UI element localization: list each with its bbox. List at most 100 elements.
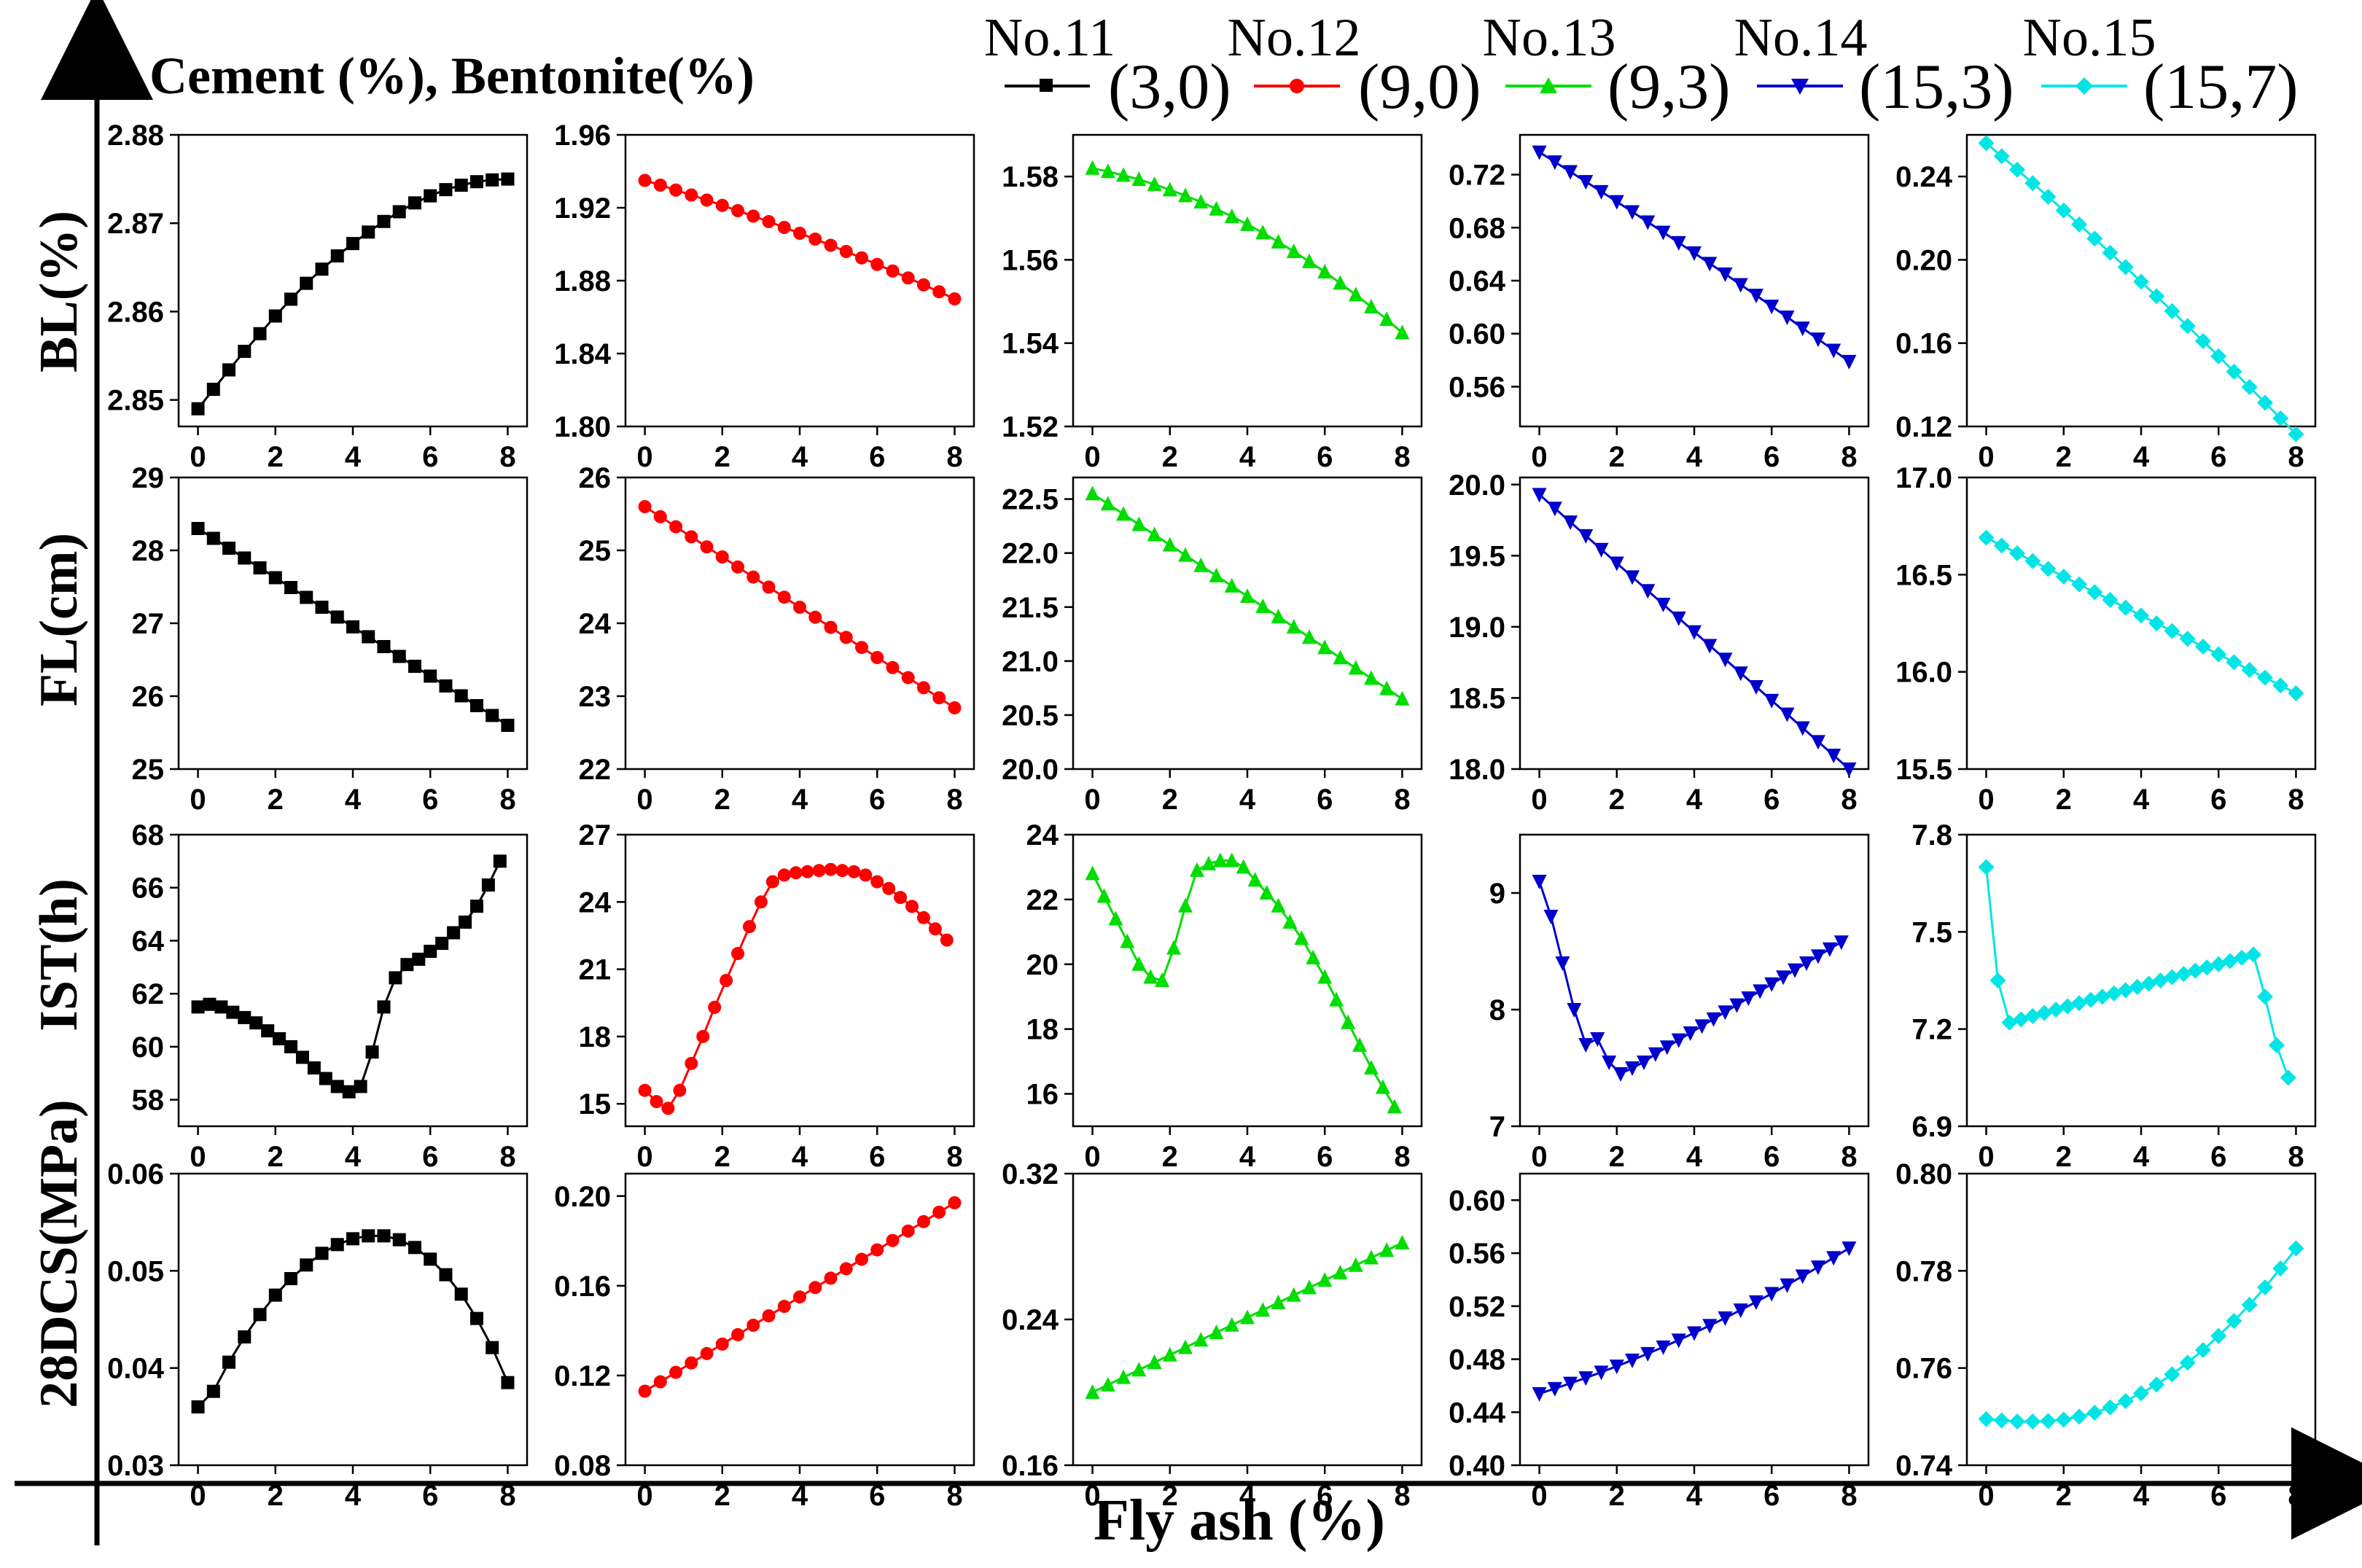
data-point-marker <box>2226 1313 2242 1329</box>
legend-triangle-up-marker-icon <box>1540 77 1557 93</box>
data-point-marker <box>894 891 908 905</box>
data-point-marker <box>2071 1408 2088 1425</box>
data-point-marker <box>669 183 683 197</box>
y-tick-label: 0.04 <box>107 1353 165 1385</box>
y-tick-label: 0.24 <box>1002 1304 1059 1336</box>
data-point-marker <box>2117 982 2134 999</box>
data-point-marker <box>720 974 733 987</box>
x-tick-label: 6 <box>422 441 438 473</box>
data-point-marker <box>408 1241 421 1255</box>
data-point-marker <box>1100 496 1115 511</box>
y-tick-label: 18 <box>1026 1014 1059 1046</box>
data-point-marker <box>1395 690 1410 706</box>
y-tick-label: 9 <box>1489 878 1505 910</box>
y-tick-label: 27 <box>579 819 612 851</box>
data-point-marker <box>330 1080 344 1093</box>
y-tick-label: 1.80 <box>554 411 611 443</box>
data-point-marker <box>932 691 946 705</box>
data-point-marker <box>191 402 205 416</box>
x-tick-label: 0 <box>1978 1480 1994 1512</box>
data-point-marker <box>439 1268 453 1282</box>
x-tick-label: 2 <box>1609 1480 1625 1512</box>
data-point-marker <box>1108 910 1123 926</box>
data-point-marker <box>284 1272 298 1285</box>
data-point-marker <box>2194 1342 2211 1358</box>
data-point-marker <box>362 630 375 644</box>
data-point-marker <box>253 1308 267 1322</box>
data-point-marker <box>1166 940 1182 955</box>
data-point-marker <box>238 551 252 565</box>
data-point-marker <box>203 997 217 1011</box>
data-point-marker <box>2059 998 2076 1015</box>
data-point-marker <box>700 193 714 207</box>
data-point-marker <box>2148 1376 2165 1393</box>
x-tick-label: 8 <box>946 441 962 473</box>
y-tick-label: 0.80 <box>1895 1158 1952 1190</box>
data-point-marker <box>2024 1007 2041 1024</box>
data-point-marker <box>346 620 359 633</box>
x-tick-label: 4 <box>2133 1480 2150 1512</box>
data-point-marker <box>1375 1079 1390 1094</box>
data-point-marker <box>1993 537 2010 554</box>
x-tick-label: 8 <box>1394 1480 1410 1512</box>
data-point-marker <box>1841 762 1857 777</box>
legend-params: (3,0) <box>1108 52 1231 122</box>
x-tick-label: 0 <box>636 1480 652 1512</box>
data-point-marker <box>1178 187 1193 203</box>
row-label-28dcs: 28DCS(MPa) <box>29 1099 89 1408</box>
x-tick-label: 4 <box>792 1480 808 1512</box>
y-tick-label: 7.8 <box>1911 819 1952 851</box>
data-point-marker <box>638 173 652 187</box>
x-tick-label: 2 <box>268 1141 284 1173</box>
data-point-marker <box>1594 1365 1609 1381</box>
data-point-marker <box>653 1375 667 1389</box>
data-point-marker <box>1822 942 1837 957</box>
data-point-marker <box>238 1330 252 1343</box>
subplot-2-4: 0 2 4 6 8 6.9 7.2 7.5 7.8 <box>1911 819 2317 1173</box>
data-point-marker <box>1748 1295 1763 1310</box>
y-tick-label: 2.87 <box>107 208 164 240</box>
data-point-marker <box>2094 988 2110 1005</box>
data-point-marker <box>661 1101 675 1115</box>
data-point-marker <box>685 530 698 544</box>
x-tick-label: 6 <box>1763 784 1780 816</box>
data-point-marker <box>901 271 915 285</box>
y-tick-label: 21.5 <box>1002 592 1059 624</box>
y-tick-label: 20.0 <box>1002 754 1059 786</box>
data-point-marker <box>2179 631 2196 647</box>
data-point-marker <box>1625 205 1640 220</box>
data-point-marker <box>2129 978 2145 995</box>
x-tick-label: 6 <box>1763 441 1780 473</box>
data-point-marker <box>2055 1411 2072 1428</box>
data-point-marker <box>362 1229 375 1243</box>
data-point-marker <box>469 699 483 712</box>
data-point-marker <box>1333 650 1348 665</box>
subplot-0-3: 0 2 4 6 8 0.56 0.60 0.64 0.68 0.72 <box>1449 133 1870 473</box>
data-point-marker <box>1780 1278 1795 1293</box>
data-point-marker <box>2234 949 2250 966</box>
x-tick-label: 8 <box>2288 1480 2304 1512</box>
y-tick-label: 0.20 <box>1895 244 1952 276</box>
data-point-marker <box>1209 200 1224 216</box>
data-point-marker <box>2256 988 2273 1005</box>
x-tick-label: 8 <box>1841 1141 1857 1173</box>
legend: No.11 (3,0) No.12 (9,0) No.13 (9,3) No.1… <box>984 8 2299 122</box>
plot-frame <box>177 833 529 1128</box>
data-point-marker <box>1348 660 1363 675</box>
data-point-marker <box>1841 354 1857 370</box>
legend-diamond-marker-icon <box>2075 77 2093 95</box>
x-tick-label: 2 <box>1609 1141 1625 1173</box>
y-tick-label: 1.96 <box>554 120 611 152</box>
subplot-0-2: 0 2 4 6 8 1.52 1.54 1.56 1.58 <box>1002 133 1423 473</box>
data-point-marker <box>2288 1240 2304 1257</box>
data-point-marker <box>1085 865 1100 881</box>
data-point-marker <box>1317 264 1333 278</box>
data-point-marker <box>1826 343 1841 359</box>
x-tick-label: 6 <box>869 441 885 473</box>
data-point-marker <box>2226 363 2242 380</box>
data-point-marker <box>928 922 942 936</box>
subplot-2-3: 0 2 4 6 8 7 8 9 <box>1489 833 1870 1173</box>
subplot-1-0: 0 2 4 6 8 25 26 27 28 29 <box>132 462 529 816</box>
row-labels: BL(%) FL(cm) IST(h) 28DCS(MPa) <box>29 211 89 1408</box>
data-point-marker <box>808 233 822 246</box>
